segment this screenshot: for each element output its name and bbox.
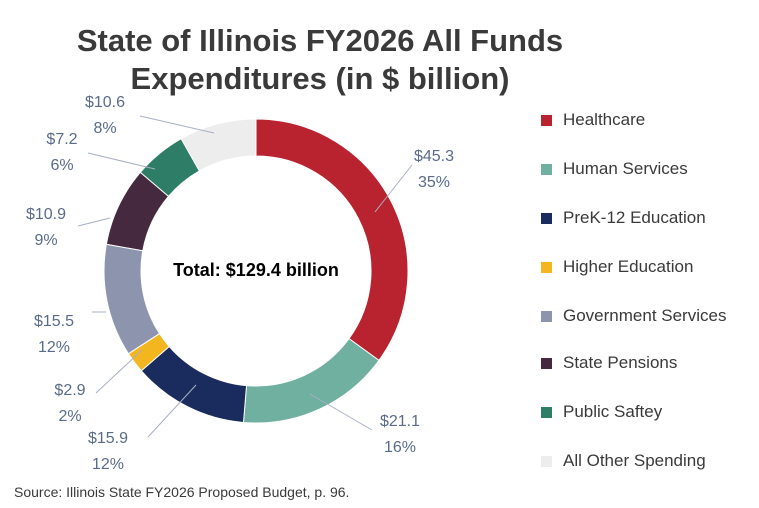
data-label-percent: 9%: [34, 232, 57, 249]
chart-title: State of Illinois FY2026 All Funds Expen…: [0, 22, 640, 98]
data-label-percent: 35%: [418, 174, 450, 191]
leader-line: [77, 217, 111, 227]
leader-line: [374, 164, 413, 213]
data-label-percent: 2%: [58, 408, 81, 425]
donut-slice-human-services: [242, 337, 380, 424]
legend-swatch: [541, 311, 552, 322]
legend-label: PreK-12 Education: [563, 208, 706, 227]
legend-label: Public Saftey: [563, 402, 663, 421]
data-label-value: $45.3: [414, 148, 454, 165]
legend-swatch: [541, 456, 552, 467]
donut-slice-government-services: [103, 243, 161, 355]
legend-label: Government Services: [563, 306, 727, 325]
data-label-percent: 12%: [38, 339, 70, 356]
data-label-value: $10.6: [85, 94, 125, 111]
donut-center-total: Total: $129.4 billion: [173, 260, 339, 280]
leader-line: [139, 115, 215, 134]
leader-line: [95, 349, 143, 394]
data-label-percent: 6%: [50, 157, 73, 174]
data-label-value: $10.9: [26, 206, 66, 223]
donut-slice-all-other-spending: [180, 118, 257, 172]
data-label-percent: 8%: [93, 120, 116, 137]
leader-line: [147, 384, 197, 438]
legend-swatch: [541, 213, 552, 224]
data-label-percent: 12%: [92, 456, 124, 473]
leader-line: [309, 393, 373, 431]
chart-title-line1: State of Illinois FY2026 All Funds: [76, 23, 564, 58]
legend-label: Human Services: [563, 159, 688, 178]
donut-slice-healthcare: [255, 118, 409, 362]
data-label-value: $2.9: [54, 382, 85, 399]
data-label-value: $15.5: [34, 313, 74, 330]
legend-swatch: [541, 115, 552, 126]
data-label-percent: 16%: [384, 439, 416, 456]
data-label-value: $21.1: [380, 413, 420, 430]
legend-label: All Other Spending: [563, 451, 706, 470]
data-label-value: $15.9: [88, 430, 128, 447]
legend-swatch: [541, 262, 552, 273]
legend-label: State Pensions: [563, 353, 678, 372]
data-label-value: $7.2: [46, 131, 77, 148]
source-note: Source: Illinois State FY2026 Proposed B…: [14, 484, 350, 500]
legend-swatch: [541, 164, 552, 175]
chart-title-line2: Expenditures (in $ billion): [130, 61, 510, 96]
legend-swatch: [541, 358, 552, 369]
legend-label: Higher Education: [563, 257, 694, 276]
leader-line: [87, 152, 156, 170]
legend-swatch: [541, 407, 552, 418]
legend-label: Healthcare: [563, 110, 646, 129]
donut-slice-prek-12-education: [140, 345, 248, 424]
